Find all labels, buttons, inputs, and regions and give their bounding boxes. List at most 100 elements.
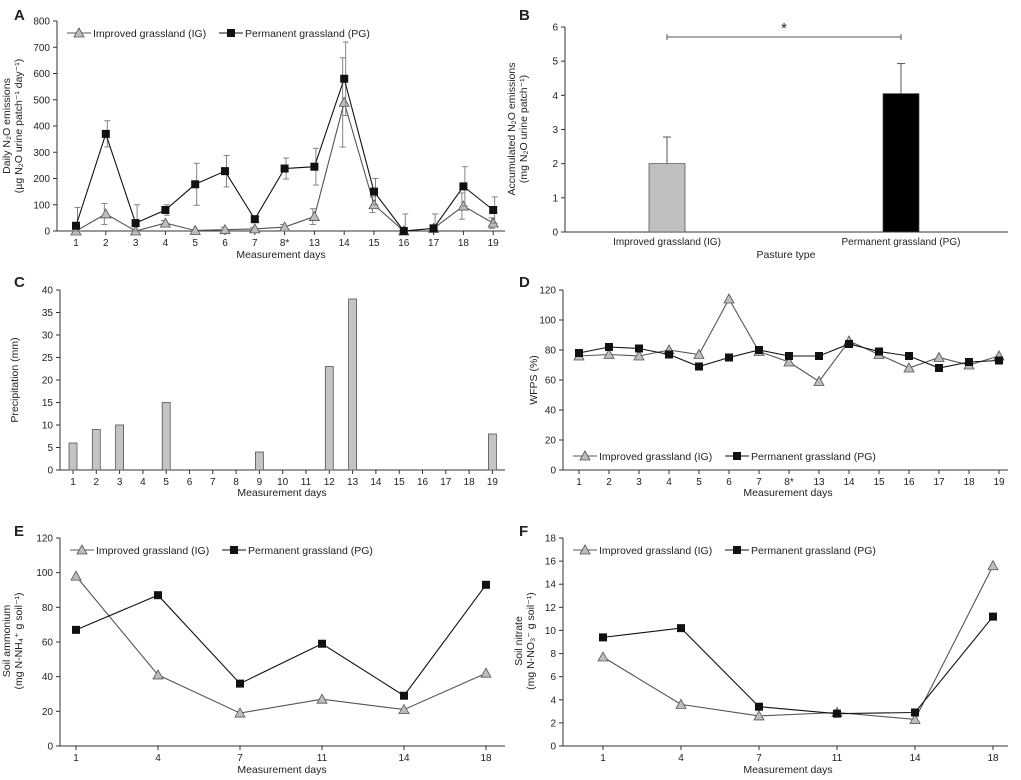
data-point-square: [815, 352, 823, 360]
x-tick-label: 3: [133, 238, 139, 249]
x-tick-label: 2: [103, 238, 109, 249]
data-point-square: [221, 167, 229, 176]
bar: [648, 163, 686, 233]
x-tick-label: 14: [370, 477, 382, 488]
y-tick-label: 40: [545, 406, 557, 417]
x-tick-label: 6: [187, 477, 193, 488]
x-tick-label: 11: [301, 477, 312, 488]
panel-letter: B: [519, 7, 530, 24]
data-point-square: [605, 343, 613, 351]
precipitation-bar: [348, 298, 358, 471]
x-tick-label: 4: [666, 477, 672, 488]
data-point-triangle: [159, 217, 172, 228]
x-tick-label: 15: [394, 477, 406, 488]
x-tick-label: 6: [222, 238, 228, 249]
y-tick-label: 0: [550, 742, 556, 753]
legend-label: Improved grassland (IG): [599, 451, 712, 463]
series-line: [602, 565, 994, 721]
legend: Improved grassland (IG) Permanent grassla…: [573, 544, 876, 557]
precipitation-bar: [487, 433, 497, 471]
x-tick-label: 7: [237, 753, 243, 764]
legend-label: Permanent grassland (PG): [751, 451, 876, 463]
x-tick-label: 13: [347, 477, 359, 488]
x-tick-label: 8*: [280, 238, 290, 249]
legend-marker-triangle: [579, 544, 591, 555]
x-tick-label: 14: [843, 477, 855, 488]
y-tick-label: 16: [545, 557, 557, 568]
series-permanent-grassland: [599, 612, 997, 718]
panel-a: A 0 100 200 300 400 500 600 700 800 Daily N₂O emis…: [1, 7, 505, 261]
data-point-square: [310, 162, 319, 171]
y-tick-label: 15: [42, 398, 54, 409]
data-point-square: [318, 639, 326, 648]
x-axis-label: Measurement days: [743, 764, 832, 776]
series-line: [602, 616, 994, 715]
y-axis-label: WFPS (%): [528, 355, 540, 405]
x-tick-label: 11: [832, 753, 843, 764]
legend: Improved grassland (IG) Permanent grassla…: [573, 450, 876, 463]
y-tick-label: 100: [36, 568, 53, 579]
y-tick-label: 20: [42, 376, 54, 387]
data-point-square: [400, 691, 408, 700]
series-line: [75, 575, 487, 714]
y-axis-label: Daily N₂O emissions: [1, 78, 13, 174]
x-tick-label: 19: [993, 477, 1005, 488]
data-point-triangle: [70, 225, 82, 236]
y-tick-label: 80: [42, 603, 54, 614]
data-point-triangle: [633, 350, 645, 361]
y-axis-label-group: Soil ammonium (mg N-NH₄⁺ g soil⁻¹): [1, 592, 25, 689]
data-point-square: [191, 180, 200, 189]
series-line: [75, 76, 494, 232]
data-point-triangle: [909, 713, 921, 724]
x-tick-label: 1: [70, 477, 76, 488]
y-tick-label: 400: [33, 122, 50, 133]
x-tick-label: 8: [233, 477, 239, 488]
precipitation-bar: [68, 442, 78, 471]
data-point-square: [489, 206, 498, 214]
data-point-square: [250, 215, 259, 224]
data-point-square: [995, 356, 1003, 365]
data-point-triangle: [100, 208, 112, 219]
series-improved-grassland: [70, 570, 492, 718]
x-tick-label: 17: [428, 238, 440, 249]
x-axis-label: Measurement days: [237, 487, 326, 499]
data-point-square: [399, 227, 408, 235]
y-axis-label: (mg N₂O urine patch⁻¹): [518, 75, 530, 183]
data-point-square: [755, 346, 763, 354]
y-axis-label: (mg N-NO₃⁻ g soil⁻¹): [525, 592, 537, 690]
x-tick-label: 19: [487, 477, 499, 488]
data-point-square: [370, 187, 378, 196]
data-point-triangle: [70, 570, 82, 581]
data-point-triangle: [597, 651, 609, 662]
legend-marker-triangle: [76, 544, 88, 555]
data-point-triangle: [693, 348, 705, 359]
data-point-square: [965, 358, 973, 366]
series-permanent-grassland: [575, 340, 1003, 372]
legend-label: Permanent grassland (PG): [245, 28, 370, 40]
panel-b: B 0 1 2 3 4 5 6 Accumulated N₂O emissions (mg N₂O…: [506, 7, 1008, 261]
data-point-triangle: [129, 225, 142, 236]
data-point-square: [785, 352, 793, 360]
y-tick-label: 2: [552, 159, 558, 170]
panel-letter: E: [14, 523, 24, 540]
data-point-triangle: [219, 223, 231, 235]
y-axis-label: (µg N₂O urine patch⁻¹ day⁻¹): [13, 59, 25, 193]
data-point-square: [599, 633, 607, 642]
x-tick-label: 1: [576, 477, 582, 488]
x-tick-label: 15: [873, 477, 885, 488]
data-point-square: [575, 349, 583, 357]
y-axis-label: Soil ammonium: [1, 605, 13, 678]
y-tick-label: 25: [42, 353, 54, 364]
y-tick-label: 5: [47, 443, 53, 454]
data-point-square: [482, 580, 490, 589]
x-tick-label: Permanent grassland (PG): [842, 237, 961, 248]
data-point-square: [635, 344, 643, 353]
y-tick-label: 40: [42, 286, 54, 297]
y-tick-label: 6: [550, 672, 556, 683]
data-point-triangle: [933, 351, 945, 362]
data-point-square: [725, 353, 733, 362]
y-tick-label: 60: [545, 376, 557, 387]
x-tick-label: 2: [94, 477, 100, 488]
x-tick-label: 14: [398, 753, 410, 764]
